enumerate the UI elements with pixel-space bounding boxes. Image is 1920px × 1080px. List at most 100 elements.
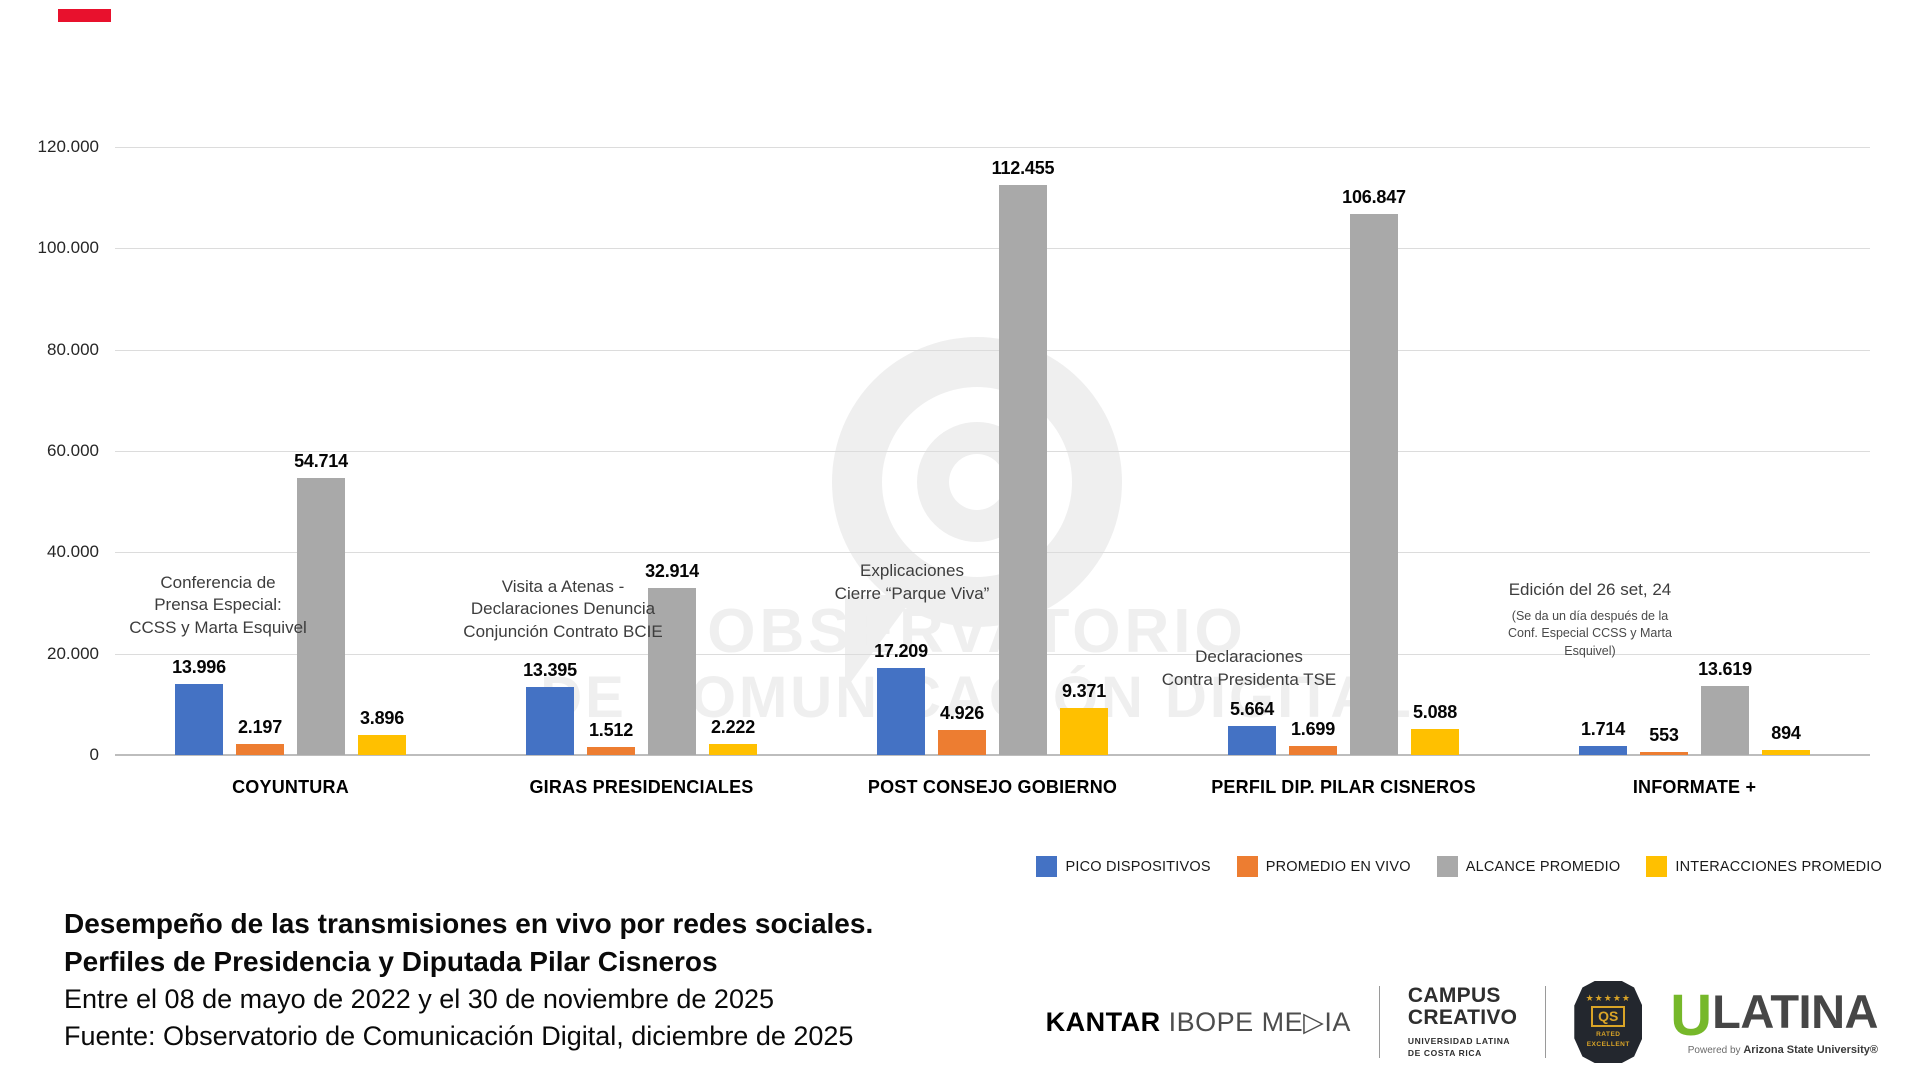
bar-pico-dispositivos [1579, 746, 1627, 755]
annotation: Conferencia de Prensa Especial: CCSS y Mar… [129, 572, 307, 637]
value-label: 32.914 [645, 561, 699, 582]
bar-group-1: 13.996 2.197 54.714 3.896 COYUNTURA Conferenc… [115, 147, 466, 797]
ulatina-logo: U LATINA Powered by Arizona State Univer… [1670, 982, 1878, 1057]
value-label: 54.714 [294, 450, 348, 471]
gridline [115, 552, 1870, 554]
value-label: 2.222 [710, 716, 756, 737]
kantar-logo-text: KANTAR [1045, 1006, 1161, 1037]
bar-promedio-en-vivo [1289, 746, 1337, 755]
y-tick-label: 20.000 [47, 643, 99, 663]
footer-logos: KANTAR IBOPE ME▷IA CAMPUS CREATIVO UNIVE… [1046, 980, 1878, 1064]
legend-swatch [1036, 856, 1058, 877]
bar-alcance-promedio [648, 588, 696, 755]
bar-promedio-en-vivo [1640, 752, 1688, 755]
category-label: COYUNTURA [232, 777, 349, 797]
legend-label: PICO DISPOSITIVOS [1065, 858, 1211, 875]
campus-logo-line2: CREATIVO [1407, 1006, 1518, 1030]
bar-interacciones-promedio [709, 743, 757, 755]
legend-label: INTERACCIONES PROMEDIO [1675, 858, 1882, 875]
legend-item: ALCANCE PROMEDIO [1436, 856, 1621, 877]
gridline [115, 349, 1870, 351]
qs-stars-badge-icon: ★★★★★ QS RATED EXCELLENT [1574, 981, 1643, 1063]
bar-group-5: 1.714 553 13.619 894 INFORMATE + Edición del … [1508, 147, 1870, 797]
y-tick-label: 40.000 [47, 542, 99, 562]
bar-chart: OBSERVATORIO DE COMUNICACIÓN DIGITAL 0 20… [0, 137, 1870, 797]
footer-divider [1545, 986, 1547, 1058]
gridline [115, 653, 1870, 655]
value-label: 13.395 [523, 660, 577, 681]
campus-logo-subtitle: UNIVERSIDAD LATINA DE COSTA RICA [1407, 1036, 1511, 1058]
annotation: Declaraciones Contra Presidenta TSE [1161, 647, 1337, 689]
bar-pico-dispositivos [877, 667, 925, 755]
footer-divider [1378, 986, 1380, 1058]
campus-creativo-logo: CAMPUS CREATIVO UNIVERSIDAD LATINA DE CO… [1407, 983, 1518, 1059]
y-tick-label: 60.000 [47, 441, 99, 460]
y-tick-label: 0 [89, 745, 99, 764]
value-label: 13.996 [172, 657, 226, 678]
ulatina-powered-by: Powered by Arizona State University® [1687, 1044, 1878, 1057]
value-label: 112.455 [991, 158, 1055, 179]
ulatina-u-glyph: U [1670, 982, 1713, 1048]
bar-promedio-en-vivo [236, 743, 284, 755]
ulatina-name: LATINA [1712, 984, 1878, 1038]
bar-group-2: 13.395 1.512 32.914 2.222 GIRAS PRESIDENCIAL… [463, 147, 817, 797]
value-label: 5.664 [1229, 699, 1275, 720]
caption-title-line1: Desempeño de las transmisiones en vivo p… [64, 908, 874, 939]
value-label: 13.619 [1698, 659, 1752, 679]
bar-promedio-en-vivo [938, 730, 986, 755]
legend-label: PROMEDIO EN VIVO [1265, 858, 1411, 875]
legend-item: PROMEDIO EN VIVO [1236, 856, 1411, 877]
plot-area: 13.996 2.197 54.714 3.896 COYUNTURA Conferenc… [115, 147, 1870, 797]
annotation: Edición del 26 set, 24 (Se da un día desp… [1508, 580, 1672, 658]
qs-initials: QS [1591, 1006, 1626, 1028]
bar-pico-dispositivos [1228, 726, 1276, 755]
annotation: Visita a Atenas - Declaraciones Denuncia C… [463, 576, 663, 641]
bar-alcance-promedio [999, 185, 1047, 755]
caption-source: Fuente: Observatorio de Comunicación Dig… [64, 1020, 854, 1051]
legend-item: INTERACCIONES PROMEDIO [1646, 856, 1882, 877]
gridline [115, 451, 1870, 452]
accent-marker [58, 9, 111, 22]
gridline [115, 248, 1870, 250]
caption-subtitle: Entre el 08 de mayo de 2022 y el 30 de n… [64, 984, 774, 1015]
value-label: 9.371 [1061, 680, 1107, 701]
category-label: INFORMATE + [1632, 777, 1757, 797]
category-label: POST CONSEJO GOBIERNO [867, 777, 1118, 797]
legend-label: ALCANCE PROMEDIO [1465, 858, 1621, 875]
y-tick-label: 100.000 [37, 238, 99, 258]
caption-title-line2: Perfiles de Presidencia y Diputada Pilar… [64, 946, 718, 978]
legend: PICO DISPOSITIVOS PROMEDIO EN VIVO ALCANCE… [1036, 856, 1882, 877]
bar-promedio-en-vivo [587, 747, 635, 755]
qs-stars: ★★★★★ [1585, 993, 1631, 1004]
campus-logo-line1: CAMPUS [1407, 983, 1501, 1007]
legend-swatch [1436, 856, 1458, 877]
caption-block: Desempeño de las transmisiones en vivo p… [64, 905, 873, 1055]
bar-pico-dispositivos [175, 684, 223, 755]
bar-alcance-promedio [1350, 213, 1398, 755]
legend-item: PICO DISPOSITIVOS [1036, 856, 1211, 877]
bar-interacciones-promedio [1411, 729, 1459, 755]
annotation: Explicaciones Cierre “Parque Viva” [834, 561, 990, 603]
value-label: 5.088 [1412, 702, 1458, 723]
y-axis: 0 20.000 40.000 60.000 80.000 100.000 120.000 [0, 137, 105, 764]
value-label: 553 [1649, 725, 1679, 745]
bar-interacciones-promedio [358, 735, 406, 755]
kantar-ibope-media-logo: KANTAR IBOPE ME▷IA [1046, 1007, 1351, 1038]
gridline [115, 754, 1870, 756]
bar-alcance-promedio [297, 477, 345, 755]
bar-interacciones-promedio [1762, 750, 1810, 755]
bar-interacciones-promedio [1060, 707, 1108, 755]
value-label: 894 [1771, 723, 1801, 744]
value-label: 106.847 [1342, 186, 1406, 207]
bar-group-4: 5.664 1.699 106.847 5.088 PERFIL DIP. PILAR … [1162, 147, 1519, 797]
value-label: 3.896 [359, 708, 405, 729]
category-label: GIRAS PRESIDENCIALES [529, 777, 754, 797]
y-tick-label: 120.000 [37, 137, 99, 156]
bar-alcance-promedio [1701, 686, 1749, 755]
ibope-media-logo-text: IBOPE ME▷IA [1168, 1006, 1351, 1037]
value-label: 2.197 [237, 716, 283, 737]
value-label: 17.209 [874, 640, 928, 661]
value-label: 4.926 [939, 703, 985, 724]
legend-swatch [1646, 856, 1668, 877]
value-label: 1.714 [1580, 719, 1626, 740]
